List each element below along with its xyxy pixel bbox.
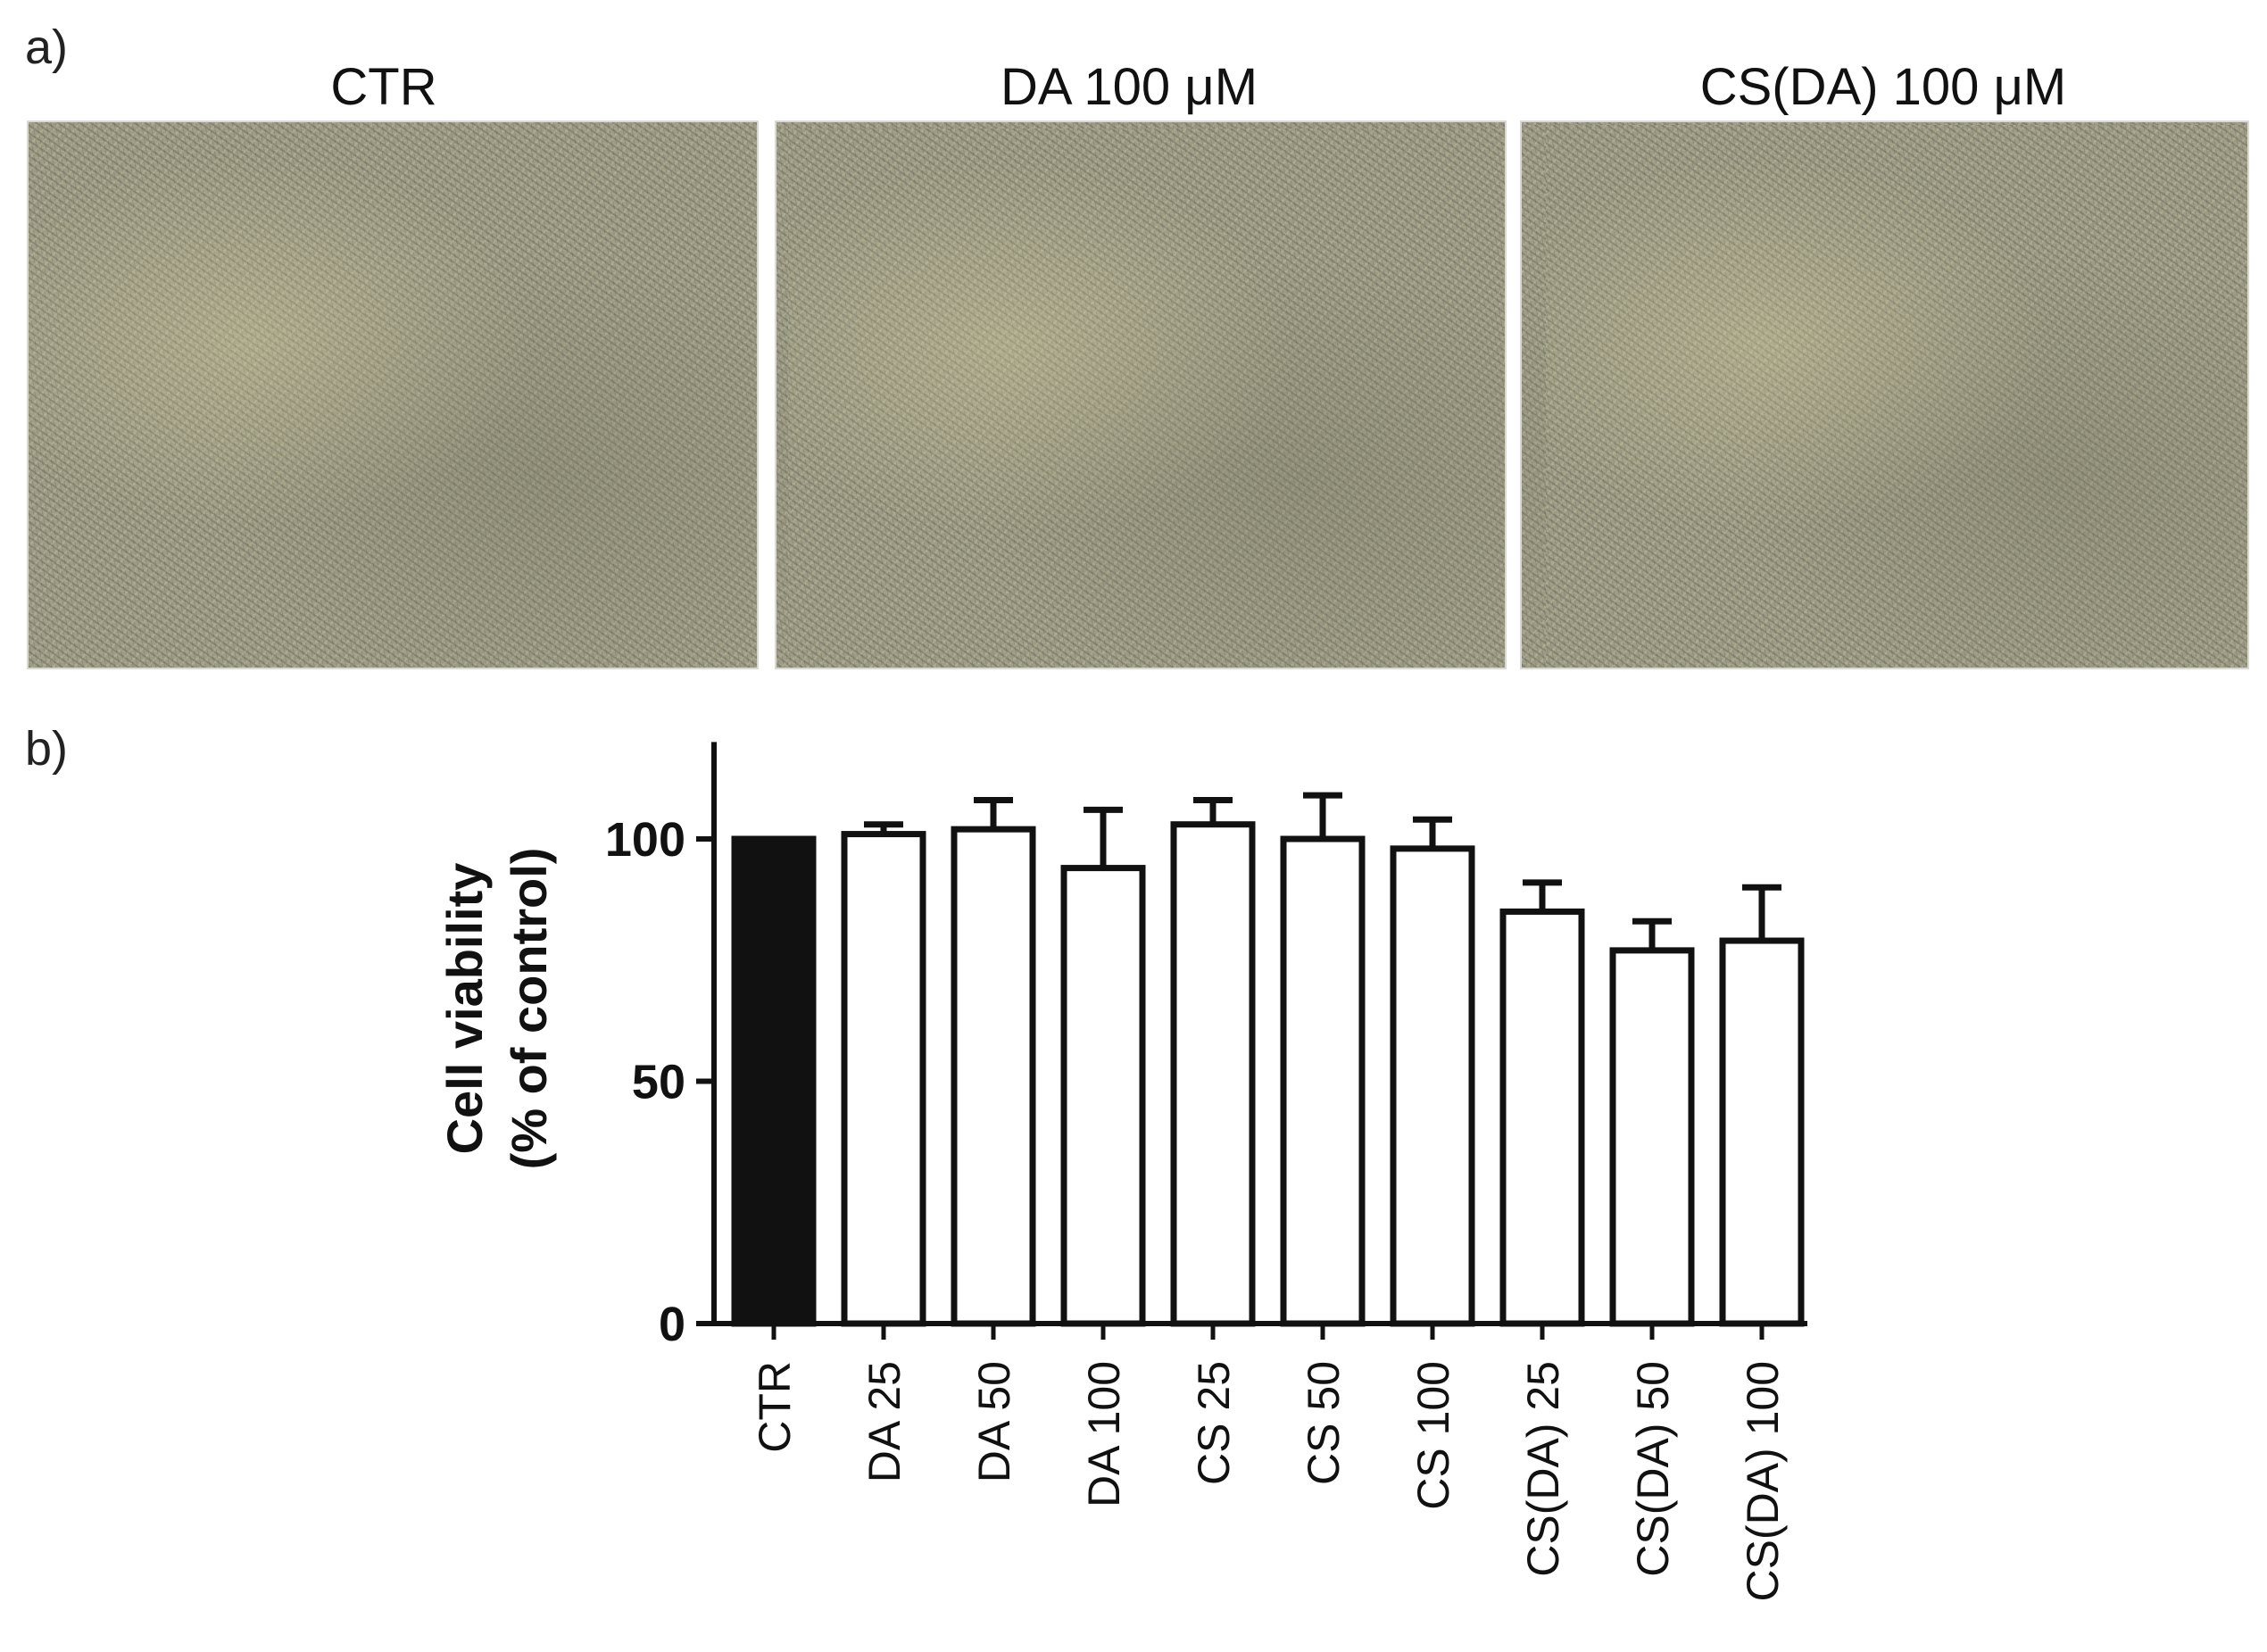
- image-title-csda: CS(DA) 100 μM: [1699, 58, 2067, 116]
- bar-6: [1390, 845, 1475, 1327]
- image-title-ctr: CTR: [330, 58, 437, 116]
- x-tick-label-4: CS 25: [1189, 1361, 1239, 1485]
- x-tick-label-8: CS(DA) 50: [1628, 1361, 1678, 1577]
- x-tick-label-6: CS 100: [1408, 1361, 1458, 1510]
- x-tick-label-2: DA 50: [969, 1361, 1019, 1482]
- bar-3: [1060, 865, 1146, 1327]
- x-tick-label-9: CS(DA) 100: [1738, 1361, 1788, 1602]
- bar-9: [1719, 937, 1805, 1327]
- bar-8: [1609, 947, 1695, 1327]
- x-tick-label-7: CS(DA) 25: [1518, 1361, 1568, 1577]
- micrograph-ctr: [27, 120, 759, 669]
- y-tick-label-1: 50: [632, 1056, 685, 1109]
- bar-4: [1170, 821, 1256, 1327]
- bar-5: [1280, 835, 1366, 1327]
- x-tick-label-0: CTR: [750, 1361, 800, 1453]
- bar-0: [731, 835, 817, 1327]
- y-tick-label-0: 0: [659, 1298, 685, 1351]
- micrograph-da-100: [775, 120, 1507, 669]
- micrograph-csda-100: [1520, 120, 2249, 669]
- bars-layer: [731, 792, 1805, 1327]
- x-tick-label-5: CS 50: [1299, 1361, 1349, 1485]
- panel-a-label: a): [25, 21, 69, 74]
- image-title-da: DA 100 μM: [1000, 58, 1258, 116]
- y-axis-label-line2: (% of control): [501, 848, 557, 1170]
- bar-7: [1499, 908, 1585, 1327]
- bar-2: [951, 826, 1036, 1327]
- axes-layer: CTR DA 25 DA 50 DA 100 CS 25 CS 50 CS 100 CS(DA…: [605, 742, 1807, 1602]
- x-tick-label-1: DA 25: [859, 1361, 909, 1482]
- y-axis-label-line1: Cell viability: [436, 863, 493, 1155]
- panel-b-label: b): [25, 722, 69, 776]
- y-tick-label-2: 100: [605, 813, 685, 867]
- x-tick-label-3: DA 100: [1079, 1361, 1129, 1507]
- bar-1: [841, 831, 926, 1327]
